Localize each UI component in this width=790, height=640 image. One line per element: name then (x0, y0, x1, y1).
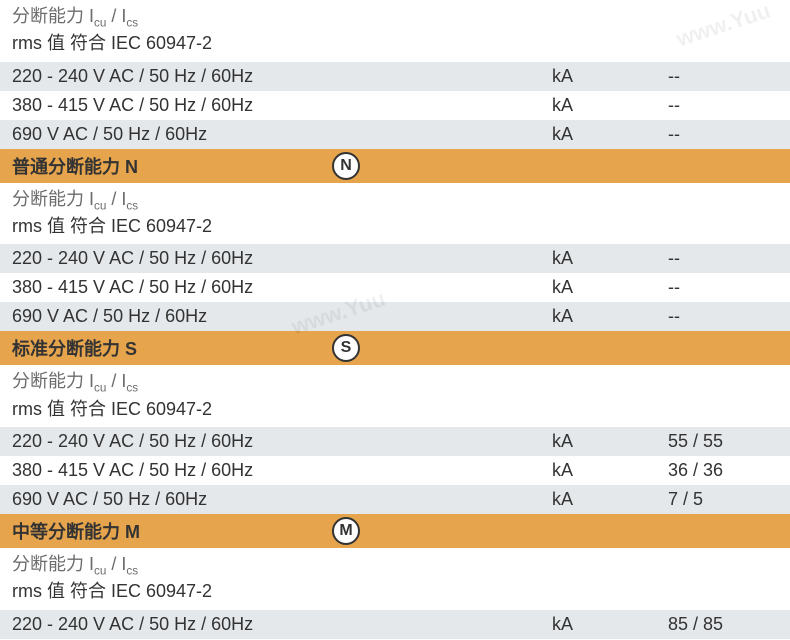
sub-sub1: cu (94, 382, 106, 395)
sub-mid: / I (106, 6, 126, 26)
table-row: 380 - 415 V AC / 50 Hz / 60Hz kA -- (0, 91, 790, 120)
spec-cell: 220 - 240 V AC / 50 Hz / 60Hz (0, 62, 544, 91)
value-cell: -- (660, 244, 790, 273)
table-row: 220 - 240 V AC / 50 Hz / 60Hz kA -- (0, 244, 790, 273)
sub-pre: 分断能力 I (12, 554, 94, 574)
badge-m-icon: M (332, 517, 360, 545)
table-row: 220 - 240 V AC / 50 Hz / 60Hz kA 55 / 55 (0, 427, 790, 456)
unit-cell: kA (544, 273, 660, 302)
unit-cell: kA (544, 456, 660, 485)
subheader-n: 分断能力 Icu / Ics rms 值 符合 IEC 60947-2 (0, 183, 790, 245)
section-header-n: 普通分断能力 N N (0, 149, 790, 183)
sub-mid: / I (106, 189, 126, 209)
value-cell: 55 / 55 (660, 427, 790, 456)
unit-cell: kA (544, 62, 660, 91)
value-cell: -- (660, 91, 790, 120)
unit-cell: kA (544, 610, 660, 639)
section-header-s: 标准分断能力 S S (0, 331, 790, 365)
sub-sub2: cs (126, 199, 138, 212)
subheader-line2: rms 值 符合 IEC 60947-2 (12, 579, 778, 603)
sub-sub1: cu (94, 17, 106, 30)
unit-cell: kA (544, 427, 660, 456)
subheader-m: 分断能力 Icu / Ics rms 值 符合 IEC 60947-2 (0, 548, 790, 610)
spec-cell: 220 - 240 V AC / 50 Hz / 60Hz (0, 610, 544, 639)
subheader-line2: rms 值 符合 IEC 60947-2 (12, 214, 778, 238)
subheader-line2: rms 值 符合 IEC 60947-2 (12, 397, 778, 421)
value-cell: -- (660, 273, 790, 302)
unit-cell: kA (544, 485, 660, 514)
table-row: 690 V AC / 50 Hz / 60Hz kA -- (0, 120, 790, 149)
sub-pre: 分断能力 I (12, 371, 94, 391)
spec-cell: 690 V AC / 50 Hz / 60Hz (0, 120, 544, 149)
sub-sub1: cu (94, 565, 106, 578)
spec-cell: 690 V AC / 50 Hz / 60Hz (0, 302, 544, 331)
value-cell: -- (660, 62, 790, 91)
subheader-top: 分断能力 Icu / Ics rms 值 符合 IEC 60947-2 (0, 0, 790, 62)
table-row: 690 V AC / 50 Hz / 60Hz kA -- (0, 302, 790, 331)
badge-s-icon: S (332, 334, 360, 362)
subheader-line2: rms 值 符合 IEC 60947-2 (12, 31, 778, 55)
section-header-m: 中等分断能力 M M (0, 514, 790, 548)
value-cell: -- (660, 120, 790, 149)
subheader-line1: 分断能力 Icu / Ics (12, 552, 778, 579)
sub-sub2: cs (126, 565, 138, 578)
table-row: 380 - 415 V AC / 50 Hz / 60Hz kA -- (0, 273, 790, 302)
value-cell: 85 / 85 (660, 610, 790, 639)
spec-cell: 690 V AC / 50 Hz / 60Hz (0, 485, 544, 514)
value-cell: 36 / 36 (660, 456, 790, 485)
sub-mid: / I (106, 371, 126, 391)
spec-cell: 220 - 240 V AC / 50 Hz / 60Hz (0, 427, 544, 456)
subheader-s: 分断能力 Icu / Ics rms 值 符合 IEC 60947-2 (0, 365, 790, 427)
unit-cell: kA (544, 244, 660, 273)
section-title: 普通分断能力 N (12, 153, 332, 179)
spec-cell: 380 - 415 V AC / 50 Hz / 60Hz (0, 91, 544, 120)
unit-cell: kA (544, 120, 660, 149)
table-row: 380 - 415 V AC / 50 Hz / 60Hz kA 36 / 36 (0, 456, 790, 485)
table-row: 220 - 240 V AC / 50 Hz / 60Hz kA -- (0, 62, 790, 91)
table-row: 220 - 240 V AC / 50 Hz / 60Hz kA 85 / 85 (0, 610, 790, 639)
section-title: 中等分断能力 M (12, 518, 332, 544)
unit-cell: kA (544, 91, 660, 120)
sub-pre: 分断能力 I (12, 6, 94, 26)
subheader-line1: 分断能力 Icu / Ics (12, 4, 778, 31)
spec-cell: 380 - 415 V AC / 50 Hz / 60Hz (0, 273, 544, 302)
sub-sub2: cs (126, 17, 138, 30)
table-row: 690 V AC / 50 Hz / 60Hz kA 7 / 5 (0, 485, 790, 514)
badge-n-icon: N (332, 152, 360, 180)
sub-sub1: cu (94, 199, 106, 212)
unit-cell: kA (544, 302, 660, 331)
sub-pre: 分断能力 I (12, 189, 94, 209)
spec-cell: 220 - 240 V AC / 50 Hz / 60Hz (0, 244, 544, 273)
subheader-line1: 分断能力 Icu / Ics (12, 187, 778, 214)
sub-sub2: cs (126, 382, 138, 395)
value-cell: -- (660, 302, 790, 331)
sub-mid: / I (106, 554, 126, 574)
spec-cell: 380 - 415 V AC / 50 Hz / 60Hz (0, 456, 544, 485)
value-cell: 7 / 5 (660, 485, 790, 514)
section-title: 标准分断能力 S (12, 335, 332, 361)
subheader-line1: 分断能力 Icu / Ics (12, 369, 778, 396)
